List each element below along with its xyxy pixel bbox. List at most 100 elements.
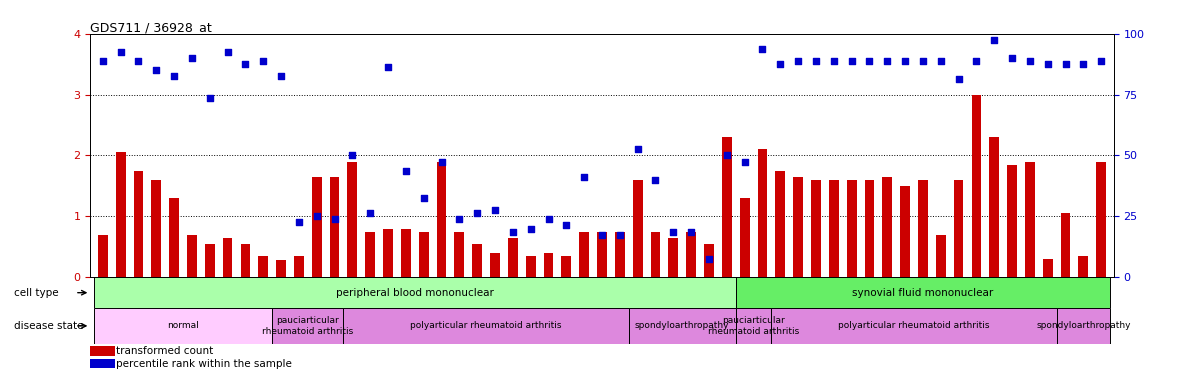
Bar (94, 308, 272, 344)
Point (147, 67, 166, 73)
Point (681, 228, 701, 234)
Point (111, 49, 130, 55)
Bar (272, 308, 343, 344)
Text: polyarticular rheumatoid arthritis: polyarticular rheumatoid arthritis (411, 321, 562, 330)
Bar (775, 171, 785, 277)
Bar (90, 346, 114, 356)
Bar (990, 137, 999, 277)
Bar (1097, 162, 1106, 277)
Bar (864, 180, 874, 277)
Bar (312, 177, 321, 277)
Bar (419, 231, 429, 277)
Text: cell type: cell type (13, 288, 58, 298)
Point (985, 37, 1004, 43)
Point (752, 46, 772, 52)
Text: disease state: disease state (13, 321, 83, 331)
Point (360, 210, 379, 216)
Point (967, 58, 986, 64)
Point (789, 58, 808, 64)
Bar (1057, 308, 1110, 344)
Point (343, 153, 362, 159)
Bar (205, 244, 214, 277)
Bar (276, 260, 287, 277)
Bar (793, 177, 803, 277)
Bar (757, 149, 767, 277)
Text: GDS711 / 36928_at: GDS711 / 36928_at (90, 21, 212, 34)
Text: normal: normal (167, 321, 199, 330)
Bar (954, 180, 963, 277)
Bar (508, 238, 518, 277)
Point (931, 58, 950, 64)
Bar (223, 238, 232, 277)
Bar (628, 308, 736, 344)
Point (1074, 61, 1093, 67)
Bar (170, 198, 179, 277)
Point (396, 168, 415, 174)
Point (414, 195, 433, 201)
Point (574, 174, 594, 180)
Point (236, 61, 255, 67)
Bar (633, 180, 643, 277)
Bar (561, 256, 571, 277)
Text: polyarticular rheumatoid arthritis: polyarticular rheumatoid arthritis (838, 321, 990, 330)
Bar (736, 277, 1110, 308)
Text: transformed count: transformed count (116, 346, 213, 356)
Bar (650, 231, 660, 277)
Point (129, 58, 148, 64)
Bar (615, 231, 625, 277)
Bar (330, 177, 340, 277)
Bar (526, 256, 536, 277)
Bar (736, 308, 772, 344)
Point (271, 74, 290, 80)
Text: spondyloarthropathy: spondyloarthropathy (635, 321, 730, 330)
Bar (348, 162, 358, 277)
Point (807, 58, 826, 64)
Bar (365, 231, 376, 277)
Bar (116, 152, 125, 277)
Bar (294, 256, 303, 277)
Point (485, 207, 504, 213)
Point (218, 49, 237, 55)
Point (842, 58, 861, 64)
Point (860, 58, 879, 64)
Point (878, 58, 897, 64)
Bar (1043, 259, 1052, 277)
Point (896, 58, 915, 64)
Bar (686, 231, 696, 277)
Text: pauciarticular
rheumatoid arthritis: pauciarticular rheumatoid arthritis (708, 316, 799, 336)
Point (467, 210, 486, 216)
Text: pauciarticular
rheumatoid arthritis: pauciarticular rheumatoid arthritis (262, 316, 354, 336)
Point (521, 225, 541, 231)
Text: peripheral blood mononuclear: peripheral blood mononuclear (336, 288, 494, 298)
Bar (1025, 162, 1034, 277)
Point (556, 222, 576, 228)
Point (432, 159, 452, 165)
Point (200, 94, 219, 100)
Bar (134, 171, 143, 277)
Point (610, 232, 630, 238)
Bar (739, 198, 750, 277)
Bar (579, 231, 589, 277)
Bar (936, 235, 945, 277)
Bar (187, 235, 196, 277)
Bar (972, 94, 981, 277)
Point (503, 228, 523, 234)
Point (663, 228, 683, 234)
Point (1003, 55, 1022, 61)
Bar (846, 180, 856, 277)
Bar (490, 253, 500, 277)
Bar (401, 228, 411, 277)
Text: percentile rank within the sample: percentile rank within the sample (116, 359, 291, 369)
Point (450, 216, 470, 222)
Bar (597, 231, 607, 277)
Bar (1008, 165, 1017, 277)
Point (734, 159, 754, 165)
Bar (98, 235, 107, 277)
Point (628, 146, 648, 152)
Point (182, 55, 201, 61)
Bar (828, 180, 839, 277)
Bar (901, 186, 910, 277)
Bar (343, 308, 628, 344)
Bar (259, 256, 268, 277)
Point (289, 219, 308, 225)
